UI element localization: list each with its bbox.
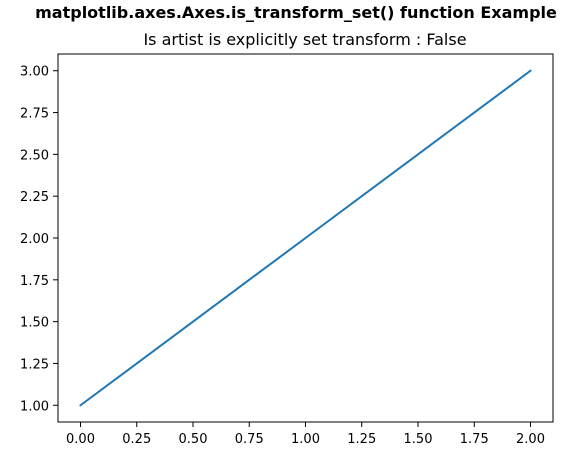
x-tick-label: 0.25 <box>122 432 151 447</box>
y-tick-label: 2.25 <box>20 190 49 205</box>
y-axis: 1.00 1.25 1.50 1.75 2.00 2.25 2.50 2.75 3.00 <box>20 65 58 415</box>
y-tick-label: 2.75 <box>20 107 49 122</box>
x-tick-label: 1.75 <box>460 432 489 447</box>
axes-title: Is artist is explicitly set transform : … <box>143 30 466 49</box>
figure-suptitle: matplotlib.axes.Axes.is_transform_set() … <box>35 3 557 22</box>
y-tick-label: 1.25 <box>20 357 49 372</box>
x-tick-label: 0.00 <box>66 432 95 447</box>
y-tick-label: 2.00 <box>20 232 49 247</box>
x-tick-label: 2.00 <box>516 432 545 447</box>
series-line <box>81 71 531 406</box>
y-tick-label: 1.00 <box>20 399 49 414</box>
x-tick-label: 0.75 <box>235 432 264 447</box>
y-tick-label: 3.00 <box>20 65 49 80</box>
x-tick-label: 1.00 <box>291 432 320 447</box>
plot-area <box>81 71 531 406</box>
x-tick-label: 1.25 <box>347 432 376 447</box>
y-tick-label: 1.50 <box>20 316 49 331</box>
x-tick-label: 0.50 <box>179 432 208 447</box>
y-tick-label: 1.75 <box>20 274 49 289</box>
x-axis: 0.00 0.25 0.50 0.75 1.00 1.25 1.50 1.75 2.00 <box>66 422 545 447</box>
y-tick-label: 2.50 <box>20 148 49 163</box>
x-tick-label: 1.50 <box>404 432 433 447</box>
